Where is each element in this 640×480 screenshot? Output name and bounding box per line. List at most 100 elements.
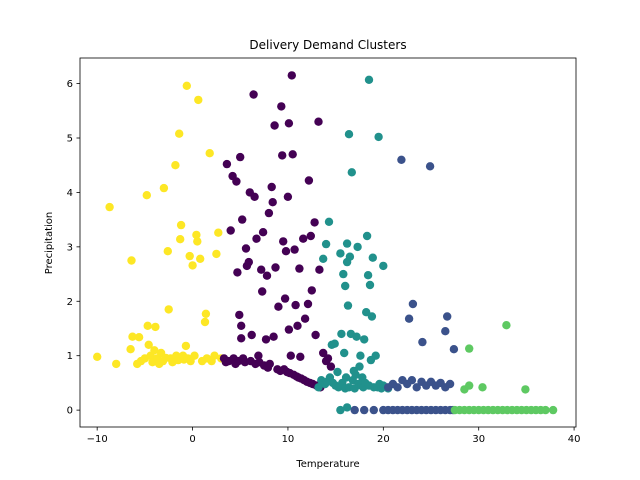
data-point	[286, 351, 295, 360]
data-point	[425, 162, 435, 171]
data-point	[393, 383, 402, 392]
data-point	[262, 271, 272, 280]
data-point	[237, 321, 246, 330]
data-point	[303, 299, 313, 309]
data-point	[323, 354, 333, 363]
x-axis-label: Temperature	[295, 459, 359, 470]
data-point	[418, 337, 427, 347]
data-point	[134, 333, 144, 342]
chart-title: Delivery Demand Clusters	[249, 38, 406, 52]
data-point	[235, 310, 244, 320]
data-point	[193, 237, 202, 246]
data-point	[264, 208, 274, 218]
x-tick-label: 10	[282, 434, 295, 445]
data-point	[363, 271, 373, 280]
data-point	[330, 339, 339, 348]
data-point	[210, 351, 219, 360]
data-point	[205, 149, 214, 158]
data-point	[269, 332, 278, 341]
data-point	[151, 322, 160, 332]
data-point	[280, 294, 290, 303]
data-point	[353, 242, 362, 252]
data-point	[362, 308, 371, 317]
data-point	[214, 228, 223, 237]
data-point	[144, 340, 153, 349]
data-point	[265, 359, 274, 369]
y-axis-ticks: 0 1 2 3 4 5 6	[67, 79, 80, 417]
data-point	[176, 235, 185, 244]
data-point	[306, 231, 315, 241]
data-point	[143, 321, 152, 330]
data-point	[340, 348, 349, 358]
data-point	[236, 152, 245, 162]
data-point	[333, 367, 342, 377]
data-point	[233, 268, 242, 277]
data-point	[201, 309, 211, 318]
y-tick-label: 2	[67, 297, 73, 308]
data-point	[176, 220, 186, 230]
x-tick-label: −10	[87, 434, 108, 445]
data-point	[284, 325, 294, 334]
data-point	[374, 132, 383, 142]
data-point	[299, 234, 308, 243]
data-point	[278, 151, 287, 160]
data-point	[190, 351, 199, 360]
data-point	[274, 302, 283, 311]
data-point	[441, 327, 450, 336]
data-point	[311, 330, 320, 340]
data-point	[341, 281, 350, 291]
data-point	[342, 403, 352, 412]
y-axis-label: Precipitation	[44, 212, 55, 275]
y-tick-label: 6	[67, 79, 73, 90]
data-point	[371, 351, 380, 360]
data-point	[344, 130, 354, 139]
data-point	[321, 239, 331, 249]
data-point	[352, 332, 361, 341]
data-point	[478, 383, 487, 392]
data-point	[93, 352, 102, 361]
data-point	[283, 192, 293, 201]
data-point	[310, 218, 319, 227]
data-point	[188, 261, 197, 270]
data-point	[342, 239, 352, 248]
data-point	[360, 335, 369, 344]
data-point	[465, 381, 474, 390]
data-point	[200, 317, 210, 327]
data-point	[288, 150, 297, 159]
data-point	[150, 346, 159, 355]
data-point	[258, 287, 267, 296]
data-point	[142, 191, 151, 200]
data-point	[337, 329, 346, 339]
data-point	[408, 299, 418, 309]
data-point	[300, 314, 310, 323]
data-point	[404, 314, 414, 323]
points-layer	[93, 71, 558, 415]
data-point	[159, 183, 169, 193]
x-tick-label: 30	[472, 434, 485, 445]
data-point	[175, 129, 184, 138]
plot-frame	[79, 57, 577, 428]
data-point	[268, 198, 277, 207]
data-point	[194, 95, 203, 105]
data-point	[244, 257, 253, 267]
data-point	[290, 245, 299, 254]
data-point	[314, 117, 323, 126]
data-point	[296, 352, 305, 361]
data-point	[171, 161, 180, 170]
data-point	[443, 312, 452, 321]
data-point	[351, 370, 360, 379]
data-point	[336, 405, 345, 415]
data-point	[304, 176, 314, 185]
data-point	[185, 251, 194, 261]
data-point	[360, 405, 369, 415]
data-point	[258, 228, 268, 237]
data-point	[222, 159, 232, 169]
data-point	[281, 247, 291, 256]
data-point	[247, 330, 256, 340]
data-point	[355, 362, 364, 371]
data-point	[252, 234, 261, 243]
x-tick-label: 0	[189, 434, 195, 445]
y-tick-label: 5	[67, 134, 73, 145]
data-point	[502, 321, 511, 330]
